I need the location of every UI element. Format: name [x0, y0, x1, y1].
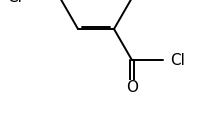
Text: O: O — [126, 80, 138, 95]
Text: Cl: Cl — [7, 0, 22, 5]
Text: Cl: Cl — [170, 53, 185, 68]
